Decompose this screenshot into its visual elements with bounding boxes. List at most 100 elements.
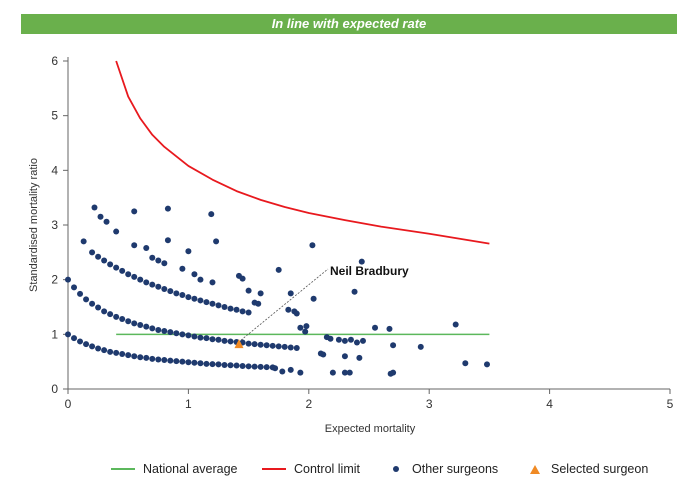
surgeon-point — [191, 271, 198, 278]
surgeon-point — [161, 357, 168, 364]
surgeon-point — [179, 265, 186, 272]
surgeon-point — [103, 218, 110, 225]
surgeon-point — [269, 342, 276, 349]
surgeon-point — [263, 342, 270, 349]
surgeon-point — [131, 273, 138, 280]
surgeon-point — [185, 332, 192, 339]
surgeon-point — [285, 306, 292, 313]
surgeon-point — [335, 336, 342, 343]
surgeon-point — [197, 334, 204, 341]
legend-swatch-line-icon — [262, 468, 286, 470]
surgeon-point — [101, 308, 108, 315]
surgeon-point — [341, 337, 348, 344]
y-tick-label: 5 — [51, 109, 58, 123]
surgeon-point — [233, 362, 240, 369]
surgeon-point — [91, 204, 98, 211]
surgeon-point — [320, 351, 327, 358]
surgeon-point — [155, 257, 162, 264]
surgeon-point — [101, 347, 108, 354]
x-tick-label: 2 — [305, 397, 312, 411]
funnel-plot: 0 1 2 3 4 5 0 1 2 3 4 5 6 Neil Bradbury Expected mor… — [28, 54, 674, 435]
surgeon-point — [113, 264, 120, 271]
surgeon-point — [303, 323, 310, 330]
surgeon-point — [227, 305, 234, 312]
surgeon-point — [293, 310, 300, 317]
surgeon-point — [149, 325, 156, 332]
surgeon-point — [356, 354, 363, 361]
surgeon-point — [203, 360, 210, 367]
selected-surgeon-label: Neil Bradbury — [330, 264, 409, 278]
legend-item-national-average: National average — [111, 460, 238, 478]
surgeon-point — [161, 328, 168, 335]
surgeon-point — [107, 348, 114, 355]
surgeon-point — [173, 290, 180, 297]
surgeon-point — [209, 279, 216, 286]
y-tick-label: 3 — [51, 218, 58, 232]
surgeon-point — [227, 338, 234, 345]
surgeon-point — [197, 360, 204, 367]
surgeon-point — [107, 261, 114, 268]
surgeon-point — [80, 238, 87, 245]
surgeon-point — [191, 359, 198, 366]
surgeon-point — [245, 309, 252, 316]
surgeon-point — [97, 213, 104, 220]
surgeon-point — [329, 369, 336, 376]
surgeon-point — [197, 276, 204, 283]
surgeon-point — [89, 249, 96, 256]
surgeon-point — [257, 363, 264, 370]
surgeon-point — [353, 339, 360, 346]
surgeon-point — [233, 306, 240, 313]
surgeon-point — [351, 288, 358, 295]
surgeon-point — [227, 362, 234, 369]
surgeon-point — [113, 228, 120, 235]
surgeon-point — [386, 325, 393, 332]
surgeon-point — [185, 248, 192, 255]
surgeon-point — [452, 321, 459, 328]
surgeon-point — [143, 323, 150, 330]
y-tick-label: 6 — [51, 54, 58, 68]
surgeon-point — [341, 353, 348, 360]
surgeon-point — [245, 287, 252, 294]
y-axis-title: Standardised mortality ratio — [28, 158, 40, 292]
surgeon-point — [137, 322, 144, 329]
selected-surgeon-point — [234, 339, 244, 349]
y-tick-label: 2 — [51, 273, 58, 287]
x-tick-label: 0 — [65, 397, 72, 411]
x-tick-label: 1 — [185, 397, 192, 411]
surgeon-point — [221, 337, 228, 344]
surgeon-point — [164, 205, 171, 212]
control-limit-line — [115, 60, 490, 245]
callout-leader-line — [240, 268, 329, 341]
surgeon-point — [131, 242, 138, 249]
surgeon-point — [297, 369, 304, 376]
surgeon-point — [209, 300, 216, 307]
surgeon-point — [483, 361, 490, 368]
surgeon-point — [272, 365, 279, 372]
surgeon-point — [83, 341, 90, 348]
surgeon-point — [297, 324, 304, 331]
legend-label: Selected surgeon — [551, 462, 649, 476]
surgeon-point — [107, 311, 114, 318]
legend-label: National average — [143, 462, 238, 476]
surgeon-point — [221, 304, 228, 310]
surgeon-point — [119, 316, 126, 323]
surgeon-point — [167, 288, 174, 295]
surgeon-point — [113, 313, 120, 320]
surgeon-point — [65, 331, 71, 338]
surgeon-point — [287, 290, 294, 297]
surgeon-point — [390, 369, 397, 376]
surgeon-point — [239, 275, 246, 282]
surgeon-point — [209, 336, 216, 343]
surgeon-point — [203, 299, 210, 306]
surgeon-point — [167, 357, 174, 364]
surgeon-point — [131, 208, 138, 215]
chart-marks: Neil Bradbury — [65, 60, 490, 377]
surgeon-point — [245, 363, 252, 370]
surgeon-point — [89, 343, 96, 350]
surgeon-point — [251, 363, 258, 370]
surgeon-point — [179, 291, 186, 298]
surgeon-point — [167, 329, 174, 336]
surgeon-point — [215, 336, 222, 343]
legend-swatch-dot-icon — [393, 466, 399, 472]
surgeon-point — [275, 343, 282, 350]
